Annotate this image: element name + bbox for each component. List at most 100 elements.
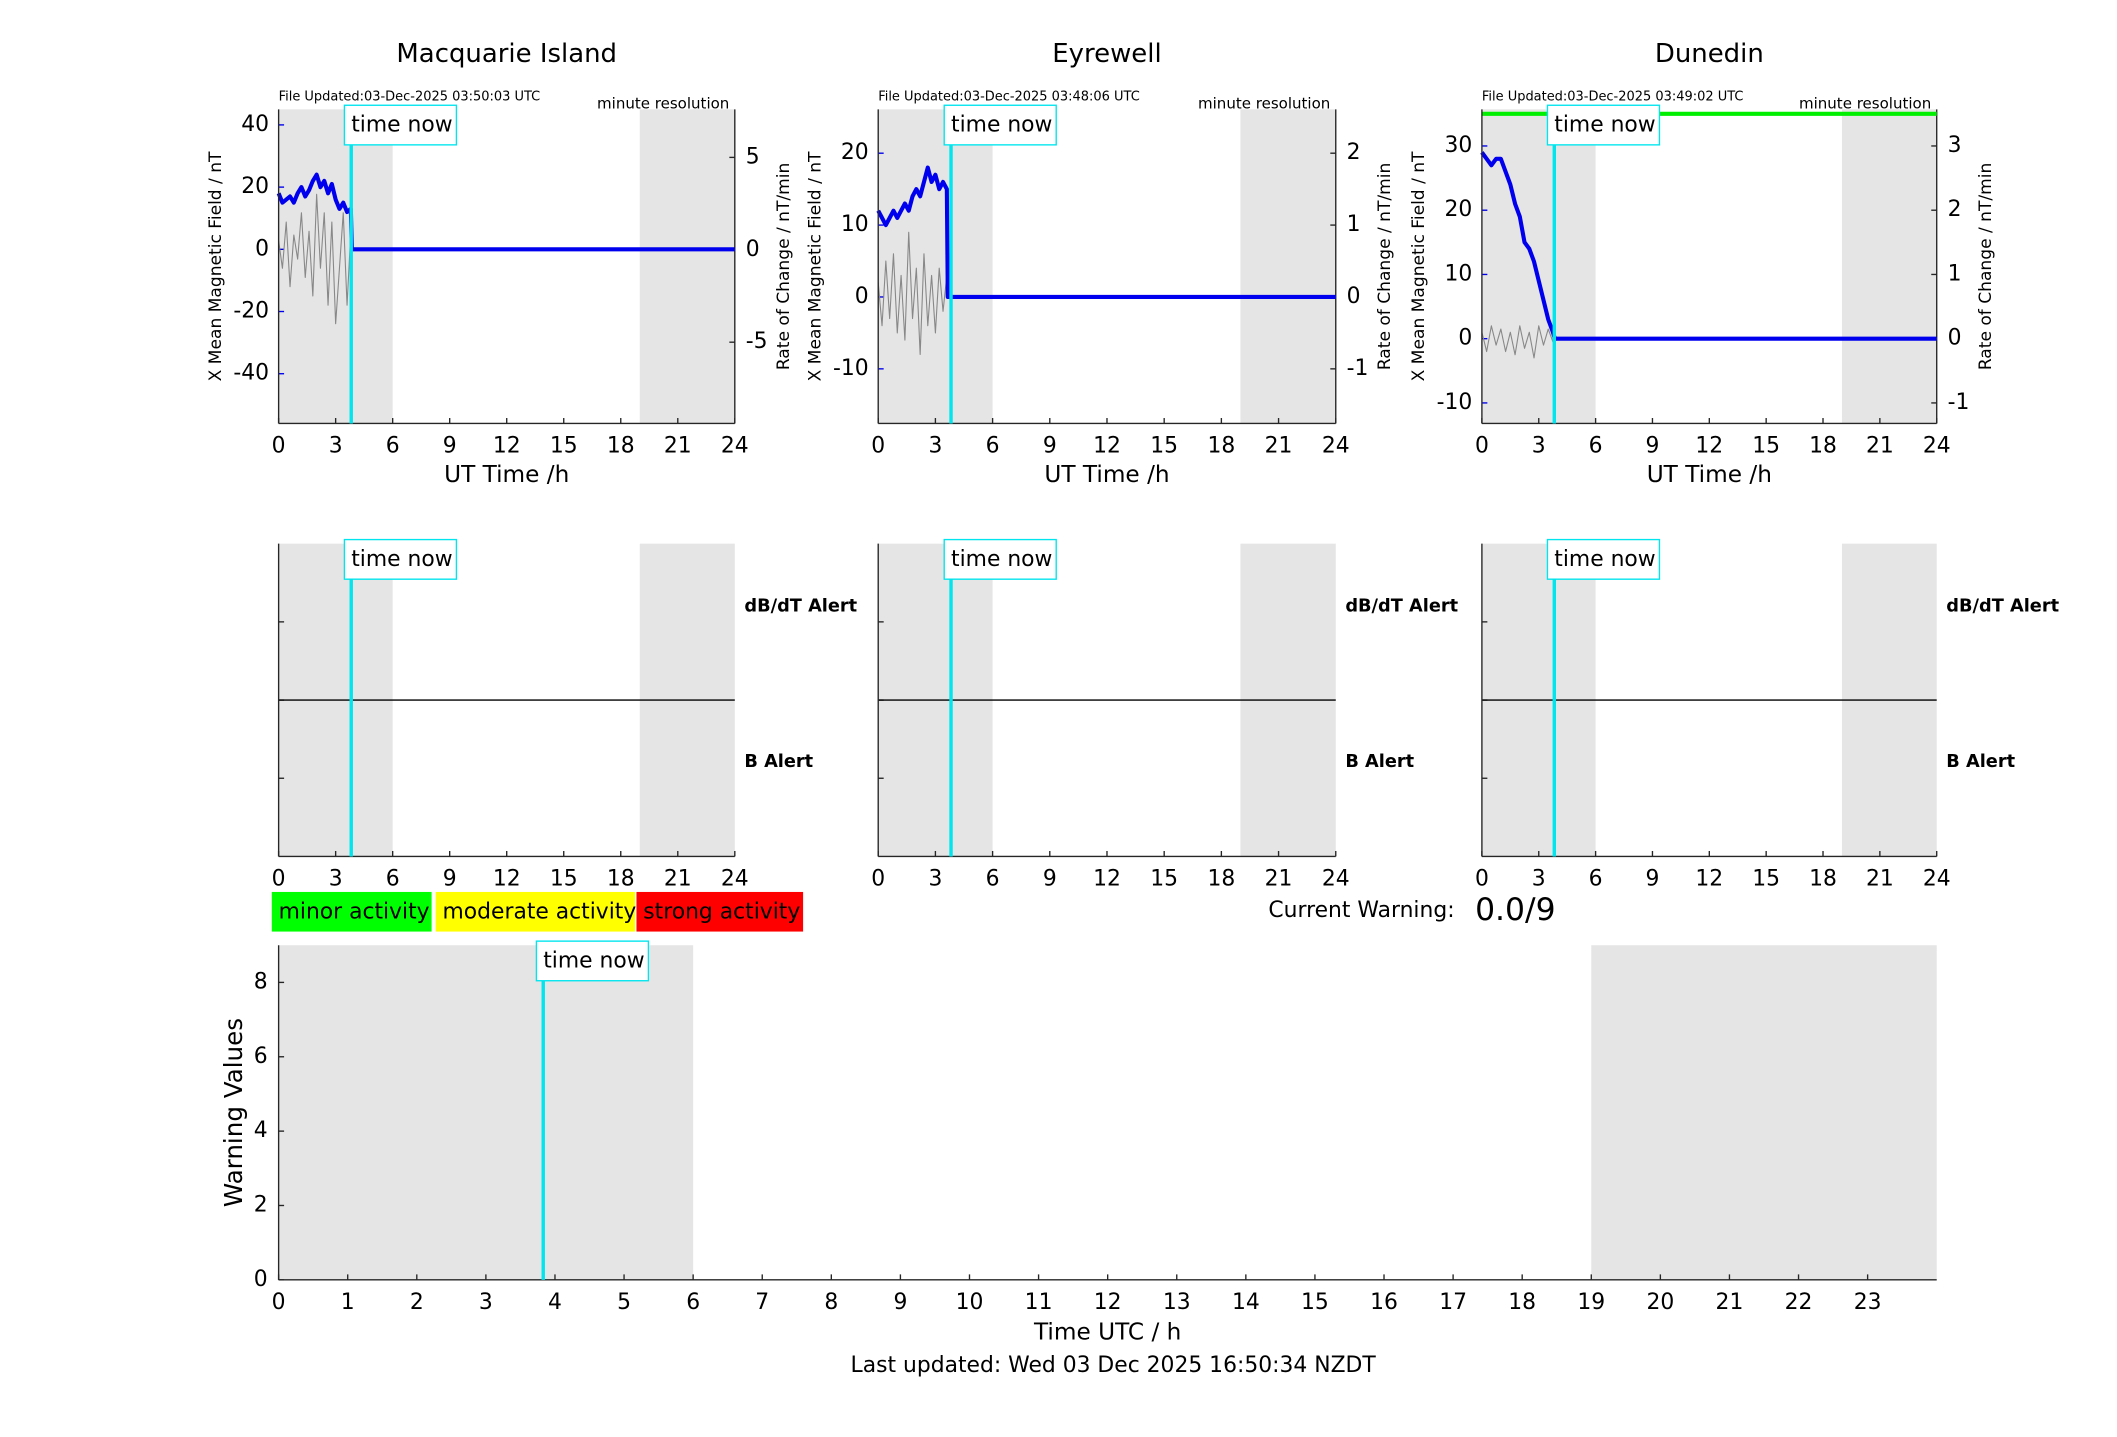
x-tick-label: 0 xyxy=(272,434,286,459)
upper-alert-label: dB/dT Alert xyxy=(1345,597,1458,617)
time-now-box xyxy=(535,940,650,982)
night-shade xyxy=(1841,109,1937,424)
y2-axis-label: Rate of Change / nT/min xyxy=(1976,163,1996,371)
x-tick-label: 9 xyxy=(1043,867,1057,892)
x-tick-label: 3 xyxy=(479,1290,493,1315)
x-tick-label: 24 xyxy=(721,434,749,459)
y2-tick-label: 5 xyxy=(746,144,760,169)
x-tick-label: 6 xyxy=(386,434,400,459)
file-updated: File Updated:03-Dec-2025 03:50:03 UTC xyxy=(279,90,541,105)
y-tick-label: 0 xyxy=(855,284,869,309)
x-tick-label: 12 xyxy=(1093,434,1121,459)
resolution: minute resolution xyxy=(597,94,729,112)
x-tick-label: 9 xyxy=(443,867,457,892)
x-tick-label: 11 xyxy=(1025,1290,1053,1315)
field-line xyxy=(876,165,1336,300)
time-now-label: time now xyxy=(351,547,452,572)
x-tick-label: 9 xyxy=(443,434,457,459)
x-tick-label: 0 xyxy=(272,1290,286,1315)
y2-tick-label: 1 xyxy=(1948,261,1962,286)
x-tick-label: 9 xyxy=(1043,434,1057,459)
file-updated: File Updated:03-Dec-2025 03:48:06 UTC xyxy=(878,90,1140,105)
x-tick-label: 15 xyxy=(1150,434,1178,459)
x-tick-label: 24 xyxy=(721,867,749,892)
x-tick-label: 6 xyxy=(686,1290,700,1315)
field-line xyxy=(276,172,735,252)
time-now-label: time now xyxy=(1554,113,1655,138)
y2-axis-label: Rate of Change / nT/min xyxy=(1375,163,1395,370)
x-tick-label: 18 xyxy=(1809,434,1837,459)
x-tick-label: 0 xyxy=(871,434,885,459)
x-tick-label: 15 xyxy=(550,434,578,459)
current-warning-label: Current Warning: xyxy=(1268,898,1454,923)
chart-title: Macquarie Island xyxy=(396,39,617,69)
file-updated: File Updated:03-Dec-2025 03:49:02 UTC xyxy=(1482,90,1744,105)
x-tick-label: 3 xyxy=(329,867,343,892)
x-axis-label: UT Time /h xyxy=(444,461,569,488)
y2-tick-label: 2 xyxy=(1347,140,1361,165)
y-tick-label: 20 xyxy=(841,140,869,165)
x-tick-label: 12 xyxy=(1695,434,1723,459)
x-tick-label: 0 xyxy=(1475,867,1489,892)
night-shade xyxy=(1591,945,1937,1280)
x-tick-label: 14 xyxy=(1232,1290,1260,1315)
time-now-label: time now xyxy=(543,949,644,974)
time-now-box xyxy=(1546,104,1661,146)
activity-swatch xyxy=(636,891,804,932)
time-now-box xyxy=(943,538,1057,580)
y-tick-label: 20 xyxy=(241,174,269,199)
y-tick-label: -10 xyxy=(1437,390,1473,415)
x-axis-label: UT Time /h xyxy=(1044,461,1169,488)
y2-tick-label: 0 xyxy=(746,237,760,262)
time-now-box xyxy=(343,538,458,580)
lower-alert-label: B Alert xyxy=(744,752,813,772)
y-tick-label: 30 xyxy=(1445,133,1473,158)
y-axis-label: X Mean Magnetic Field / nT xyxy=(805,151,825,381)
activity-legend-label: minor activity xyxy=(279,899,430,924)
x-tick-label: 21 xyxy=(1866,434,1894,459)
x-tick-label: 6 xyxy=(986,867,1000,892)
y2-tick-label: 0 xyxy=(1948,326,1962,351)
time-now-box xyxy=(943,104,1057,146)
y-tick-label: 6 xyxy=(254,1044,268,1069)
x-tick-label: 16 xyxy=(1370,1290,1398,1315)
x-tick-label: 20 xyxy=(1646,1290,1674,1315)
night-shade xyxy=(878,109,993,424)
x-tick-label: 9 xyxy=(1646,867,1660,892)
time-now-label: time now xyxy=(951,113,1052,138)
x-tick-label: 0 xyxy=(1475,434,1489,459)
y2-axis-label: Rate of Change / nT/min xyxy=(774,163,794,370)
y-tick-label: 10 xyxy=(841,212,869,237)
x-axis-label: UT Time /h xyxy=(1647,461,1772,488)
x-tick-label: 2 xyxy=(410,1290,424,1315)
x-tick-label: 18 xyxy=(1207,434,1235,459)
x-tick-label: 24 xyxy=(1322,434,1350,459)
x-tick-label: 3 xyxy=(928,867,942,892)
x-tick-label: 18 xyxy=(1207,867,1235,892)
y-tick-label: -40 xyxy=(233,361,269,386)
y-tick-label: 4 xyxy=(254,1118,268,1143)
y-tick-label: 40 xyxy=(241,112,269,137)
x-tick-label: 21 xyxy=(664,434,692,459)
y2-tick-label: 2 xyxy=(1948,197,1962,222)
x-tick-label: 6 xyxy=(386,867,400,892)
x-tick-label: 21 xyxy=(664,867,692,892)
field-line xyxy=(1480,151,1937,341)
x-tick-label: 18 xyxy=(607,867,635,892)
x-tick-label: 3 xyxy=(329,434,343,459)
y2-tick-label: 3 xyxy=(1948,133,1962,158)
activity-legend-label: moderate activity xyxy=(443,899,637,924)
x-tick-label: 5 xyxy=(617,1290,631,1315)
y-tick-label: -10 xyxy=(833,356,869,381)
y2-tick-label: -1 xyxy=(1948,390,1970,415)
x-tick-label: 24 xyxy=(1923,867,1951,892)
x-tick-label: 4 xyxy=(548,1290,562,1315)
time-now-box xyxy=(343,104,458,146)
resolution: minute resolution xyxy=(1198,94,1330,112)
x-tick-label: 12 xyxy=(1093,867,1121,892)
y-tick-label: 0 xyxy=(255,236,269,261)
x-tick-label: 18 xyxy=(607,434,635,459)
rate-line xyxy=(278,193,735,325)
y-tick-label: 10 xyxy=(1445,261,1473,286)
y-tick-label: 20 xyxy=(1445,197,1473,222)
